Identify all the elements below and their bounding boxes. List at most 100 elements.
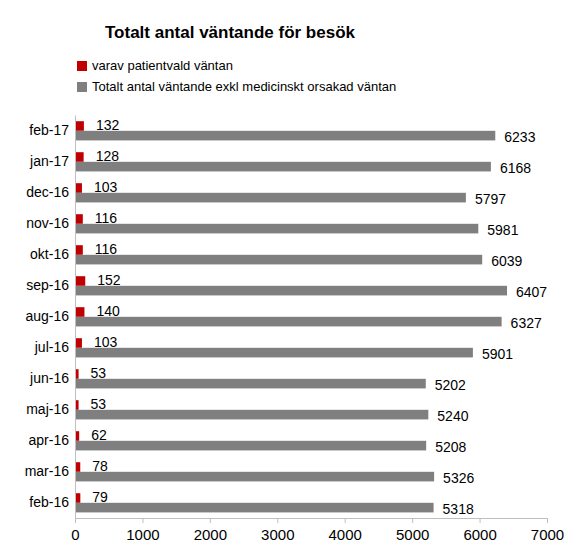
data-label: 5208 <box>435 439 466 455</box>
bar <box>75 503 434 513</box>
data-label: 6407 <box>516 284 547 300</box>
tick-label: 6000 <box>463 526 496 543</box>
data-label: 152 <box>97 272 121 288</box>
data-label: 5326 <box>443 470 474 486</box>
tick: feb-17 <box>29 122 75 138</box>
legend-label: Totalt antal väntande exkl medicinskt or… <box>92 79 396 94</box>
tick-label: jul-16 <box>34 339 69 355</box>
tick-mark <box>142 518 143 523</box>
tick-mark <box>210 518 211 523</box>
bar <box>75 286 507 296</box>
tick: 4000 <box>329 518 362 543</box>
legend-label: varav patientvald väntan <box>92 58 233 73</box>
tick: nov-16 <box>26 215 75 231</box>
tick: maj-16 <box>26 401 75 417</box>
tick-label: jan-17 <box>29 153 69 169</box>
data-label: 5202 <box>435 377 466 393</box>
tick-label: maj-16 <box>26 401 69 417</box>
tick-mark <box>412 518 413 523</box>
tick-label: sep-16 <box>26 277 69 293</box>
data-label: 6039 <box>491 253 522 269</box>
tick: mar-16 <box>25 463 75 479</box>
tick-mark <box>277 518 278 523</box>
data-label: 132 <box>96 117 120 133</box>
tick-label: mar-16 <box>25 463 70 479</box>
tick-label: 2000 <box>194 526 227 543</box>
tick-mark <box>75 518 76 523</box>
data-label: 6233 <box>504 129 535 145</box>
data-label: 103 <box>94 179 118 195</box>
tick: sep-16 <box>26 277 75 293</box>
tick-label: okt-16 <box>30 246 69 262</box>
bar <box>75 338 82 348</box>
tick: dec-16 <box>26 184 75 200</box>
data-label: 5981 <box>487 222 518 238</box>
tick: 6000 <box>463 518 496 543</box>
tick: apr-16 <box>29 432 75 448</box>
tick-mark <box>480 518 481 523</box>
bar <box>75 317 502 327</box>
bar <box>75 214 83 224</box>
title: Totalt antal väntande för besök <box>105 23 356 42</box>
data-label: 62 <box>91 427 107 443</box>
data-label: 116 <box>95 241 118 257</box>
legend-swatch <box>77 61 87 71</box>
y-axis: feb-17 jan-17 dec-16 nov-16 okt-16 sep-16 aug-… <box>25 116 76 519</box>
bar <box>75 410 428 420</box>
plot: 132 128 103 116 116 152 140 103 53 53 62 78 79 6233 61… <box>25 116 565 544</box>
data-label: 6168 <box>500 160 531 176</box>
data-label: 140 <box>96 303 120 319</box>
bar <box>75 255 482 265</box>
tick-label: 0 <box>71 526 79 543</box>
data-label: 79 <box>92 489 108 505</box>
tick: okt-16 <box>30 246 75 262</box>
bar <box>75 162 491 172</box>
tick-label: 7000 <box>531 526 564 543</box>
bar <box>75 348 473 358</box>
tick-mark <box>345 518 346 523</box>
tick: 7000 <box>531 518 564 543</box>
data-label: 6327 <box>511 315 542 331</box>
tick-label: 5000 <box>396 526 429 543</box>
data-label: 5901 <box>482 346 513 362</box>
series <box>75 131 507 513</box>
tick-label: 3000 <box>261 526 294 543</box>
data-label: 5240 <box>437 408 468 424</box>
tick-label: dec-16 <box>26 184 69 200</box>
bars <box>75 121 507 512</box>
data-labels: 132 128 103 116 116 152 140 103 53 53 62 78 79 6233 61… <box>91 117 548 518</box>
data-label: 53 <box>91 396 107 412</box>
data-label: 116 <box>95 210 118 226</box>
tick: aug-16 <box>25 308 75 324</box>
bar <box>75 245 83 255</box>
tick: 2000 <box>194 518 227 543</box>
axis-line <box>75 116 76 519</box>
bar <box>75 441 426 451</box>
tick-label: aug-16 <box>25 308 69 324</box>
tick-label: feb-17 <box>29 122 69 138</box>
tick: 5000 <box>396 518 429 543</box>
data-label: 5797 <box>475 191 506 207</box>
tick-label: nov-16 <box>26 215 69 231</box>
bar <box>75 131 495 141</box>
tick-mark <box>547 518 548 523</box>
tick-label: jun-16 <box>29 370 69 386</box>
bar <box>75 307 84 317</box>
data-label: 78 <box>92 458 108 474</box>
data-label: 53 <box>91 365 107 381</box>
tick-label: apr-16 <box>29 432 70 448</box>
tick-label: feb-16 <box>29 494 69 510</box>
bar <box>75 472 434 482</box>
legend-swatch <box>77 82 87 92</box>
data-label: 103 <box>94 334 118 350</box>
legend: varav patientvald väntan Totalt antal vän… <box>77 58 396 94</box>
tick-label: 4000 <box>329 526 362 543</box>
data-label: 128 <box>96 148 120 164</box>
tick: 1000 <box>126 518 159 543</box>
axis-line <box>76 519 548 524</box>
tick: jan-17 <box>29 153 75 169</box>
chart: Totalt antal väntande för besök varav pat… <box>0 0 588 556</box>
data-label: 5318 <box>443 501 474 517</box>
bar <box>75 183 82 193</box>
bar <box>75 121 84 131</box>
